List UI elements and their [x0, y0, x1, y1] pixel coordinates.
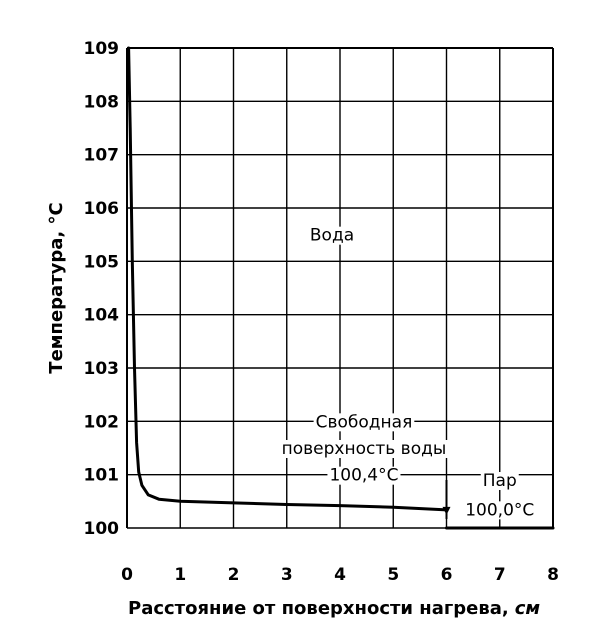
x-axis-label: Расстояние от поверхности нагрева, см — [128, 598, 540, 619]
y-tick-label-3: 103 — [84, 359, 120, 379]
y-tick-label-6: 106 — [84, 199, 120, 219]
x-tick-label-4: 4 — [334, 565, 346, 585]
x-axis-label-text: Расстояние от поверхности нагрева, — [128, 598, 509, 619]
annotation-bg-surface-3 — [327, 466, 401, 485]
annotation-steam-2: 100,0°C — [465, 500, 534, 520]
annotation-bg-steam-2 — [463, 501, 537, 520]
x-tick-label-5: 5 — [387, 565, 399, 585]
annotation-bg-surface-1 — [313, 413, 415, 432]
x-tick-label-8: 8 — [547, 565, 559, 585]
x-tick-label-1: 1 — [174, 565, 186, 585]
y-tick-label-7: 107 — [84, 146, 120, 166]
annotation-steam-1: Пар — [483, 471, 517, 491]
y-tick-label-4: 104 — [84, 306, 120, 326]
annotation-bg-steam-1 — [480, 472, 519, 490]
x-axis-label-unit: см — [515, 598, 541, 619]
annotation-bg-water — [307, 226, 357, 245]
series — [127, 46, 555, 530]
boundary-arrow-head — [442, 506, 451, 515]
y-tick-label-1: 101 — [84, 466, 120, 486]
x-tick-label-7: 7 — [494, 565, 506, 585]
y-tick-label-2: 102 — [84, 412, 120, 432]
annotation-surface-1: Свободная — [316, 412, 413, 432]
y-axis-label: Температура, °C — [46, 202, 67, 373]
x-tick-label-6: 6 — [441, 565, 453, 585]
y-tick-label-5: 105 — [84, 252, 120, 272]
annotations: Вода Свободная поверхность воды 100,4°C Пар 1… — [282, 226, 535, 521]
tick-labels: 0 1 2 3 4 5 6 7 8 100 101 102 103 104 105 106 107 108 109 — [84, 39, 559, 585]
series-line-0 — [127, 46, 448, 512]
y-tick-label-8: 108 — [84, 92, 120, 112]
annotation-backgrounds — [279, 226, 537, 520]
annotation-bg-surface-2 — [279, 440, 449, 458]
annotation-surface-2: поверхность воды — [282, 439, 447, 459]
grid — [126, 47, 554, 529]
annotation-water: Вода — [310, 226, 354, 246]
y-tick-label-0: 100 — [84, 519, 120, 539]
x-tick-label-3: 3 — [281, 565, 293, 585]
x-tick-label-2: 2 — [228, 565, 240, 585]
annotation-surface-3: 100,4°C — [329, 466, 398, 486]
x-tick-label-0: 0 — [121, 565, 133, 585]
y-tick-label-9: 109 — [84, 39, 120, 59]
